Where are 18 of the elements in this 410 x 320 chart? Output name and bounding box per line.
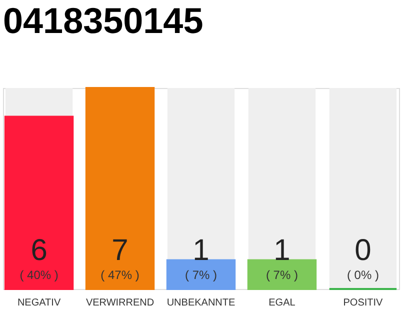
data-label: 1 bbox=[192, 234, 210, 267]
annotation: ( 7% ) bbox=[184, 268, 218, 282]
annotation: ( 40% ) bbox=[20, 268, 58, 282]
data-label: 7 bbox=[112, 234, 128, 267]
x-tick-label: POSITIV bbox=[343, 298, 384, 308]
annotation: ( 7% ) bbox=[266, 268, 298, 282]
x-tick-label: UNBEKANNTE bbox=[166, 298, 236, 308]
annotation: ( 47% ) bbox=[100, 268, 140, 282]
data-label: 0 bbox=[354, 234, 372, 267]
chart-title: 0418350145 bbox=[3, 0, 204, 41]
data-label: 6 bbox=[30, 234, 48, 267]
x-tick-label: EGAL bbox=[268, 298, 296, 308]
x-tick-label: VERWIRREND bbox=[86, 298, 154, 308]
bar bbox=[247, 259, 317, 290]
x-tick-label: NEGATIV bbox=[17, 298, 61, 308]
bar bbox=[166, 259, 236, 290]
data-label: 1 bbox=[274, 234, 290, 267]
annotation: ( 0% ) bbox=[346, 268, 379, 282]
